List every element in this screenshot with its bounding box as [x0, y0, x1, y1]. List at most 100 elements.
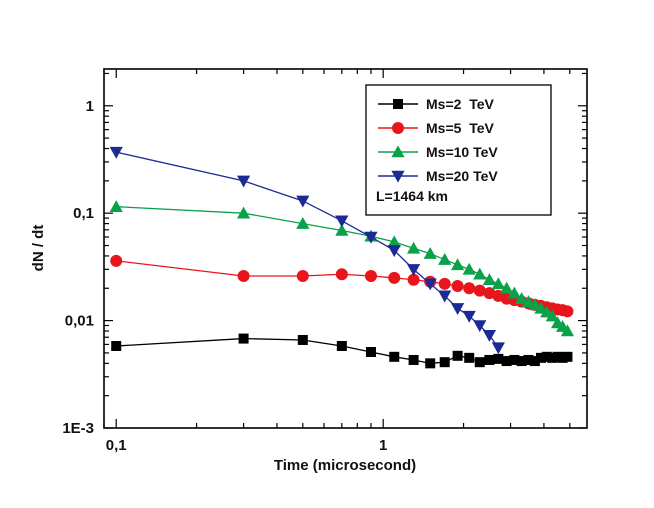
- data-point: [297, 334, 308, 345]
- data-point: [547, 352, 558, 363]
- data-point: [500, 281, 514, 294]
- axis-ticks: [103, 69, 587, 429]
- x-tick-label: 1: [379, 437, 387, 454]
- data-point: [523, 354, 534, 365]
- data-point: [501, 356, 512, 367]
- data-point: [464, 352, 475, 363]
- data-point: [387, 245, 401, 258]
- legend-marker: [393, 99, 403, 109]
- data-point: [335, 215, 349, 228]
- data-point: [451, 279, 464, 292]
- data-point: [388, 271, 401, 284]
- data-point: [425, 358, 436, 369]
- data-point: [296, 195, 310, 208]
- data-point: [515, 292, 529, 304]
- data-point: [493, 353, 504, 364]
- legend-marker: [391, 145, 405, 158]
- legend: Ms=2 TeV Ms=5 TeV Ms=10 TeV Ms=20 TeV L=146…: [365, 84, 552, 216]
- y-tick-label: 0,1: [73, 205, 94, 222]
- data-point: [507, 286, 521, 299]
- data-point: [473, 284, 486, 297]
- legend-label: Ms=20 TeV: [426, 168, 498, 184]
- series-4: [109, 146, 505, 355]
- data-point: [562, 351, 573, 362]
- tick-labels: 0,1 1 1E-3 0,01 0,1 1: [62, 98, 387, 454]
- y-axis-title: dN / dt: [30, 225, 47, 272]
- data-point: [109, 200, 123, 212]
- legend-item: Ms=10 TeV: [378, 144, 498, 160]
- y-tick-label: 1E-3: [62, 420, 94, 437]
- series-2: [110, 254, 574, 318]
- data-point: [516, 356, 527, 367]
- x-axis-title: Time (microsecond): [274, 457, 416, 474]
- y-tick-label: 1: [86, 98, 94, 115]
- data-point: [336, 341, 347, 352]
- data-point: [451, 303, 465, 315]
- data-point: [423, 247, 437, 259]
- data-point: [387, 235, 401, 248]
- legend-marker: [391, 170, 405, 183]
- data-point: [560, 324, 575, 337]
- legend-annotation: L=1464 km: [376, 188, 448, 204]
- data-point: [451, 258, 465, 271]
- data-point: [482, 329, 497, 342]
- data-point: [110, 254, 123, 267]
- data-point: [473, 320, 487, 333]
- data-point: [236, 175, 251, 188]
- data-point: [111, 341, 122, 352]
- y-tick-label: 0,01: [65, 313, 94, 330]
- data-point: [462, 262, 476, 275]
- data-point: [365, 347, 376, 358]
- data-point: [335, 268, 348, 281]
- data-point: [491, 277, 505, 290]
- data-point: [529, 356, 540, 367]
- plot-frame: [103, 68, 588, 429]
- data-point: [296, 270, 309, 283]
- data-point: [364, 270, 377, 283]
- data-point: [463, 282, 476, 295]
- data-point: [236, 206, 251, 219]
- data-point: [438, 252, 452, 265]
- data-point: [408, 354, 419, 365]
- data-point: [552, 351, 563, 362]
- data-point: [238, 333, 249, 344]
- legend-items: Ms=2 TeV Ms=5 TeV Ms=10 TeV Ms=20 TeV: [378, 96, 498, 184]
- data-point: [407, 273, 420, 286]
- data-point: [237, 270, 250, 283]
- data-point: [473, 267, 487, 280]
- data-point: [109, 146, 123, 159]
- data-point: [561, 305, 574, 318]
- data-point: [439, 357, 450, 368]
- series-layer: [109, 146, 575, 369]
- data-point: [462, 310, 476, 323]
- legend-item: Ms=20 TeV: [378, 168, 498, 184]
- data-point: [389, 351, 400, 362]
- legend-marker: [392, 122, 404, 134]
- data-point: [491, 342, 505, 355]
- data-point: [296, 216, 310, 229]
- series-3: [109, 200, 575, 337]
- data-point: [407, 264, 421, 276]
- data-point: [545, 309, 559, 322]
- legend-label: Ms=5 TeV: [426, 120, 494, 136]
- series-1: [111, 333, 573, 369]
- legend-label: Ms=2 TeV: [426, 96, 494, 112]
- legend-item: Ms=2 TeV: [378, 96, 494, 112]
- data-point: [474, 357, 485, 368]
- data-point: [335, 223, 349, 236]
- x-tick-label: 0,1: [106, 437, 127, 454]
- data-point: [535, 352, 546, 363]
- data-point: [407, 241, 421, 254]
- legend-label: Ms=10 TeV: [426, 144, 498, 160]
- data-point: [438, 277, 451, 290]
- data-point: [364, 231, 378, 244]
- data-point: [438, 290, 452, 303]
- data-point: [541, 351, 552, 362]
- data-point: [484, 354, 495, 365]
- data-point: [482, 273, 497, 286]
- data-point: [423, 278, 437, 291]
- data-point: [452, 350, 463, 361]
- data-point: [509, 354, 520, 365]
- legend-item: Ms=5 TeV: [378, 120, 494, 136]
